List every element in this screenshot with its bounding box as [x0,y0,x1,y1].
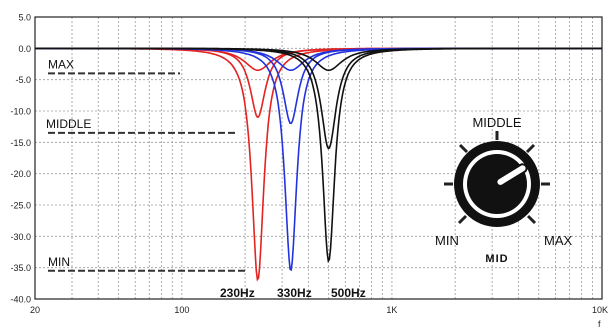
level-label: MIN [48,255,70,269]
series-line [35,47,602,264]
mid-knob[interactable]: MIDDLE MIN MAX MID [435,115,573,265]
x-tick-label: 20 [30,305,40,315]
plot-frame [34,16,603,300]
frequency-label: 230Hz [220,286,255,300]
frequency-label: 330Hz [277,286,312,300]
y-tick-label: -10.0 [10,107,31,117]
x-tick-label: 1K [386,305,397,315]
x-tick-label: 100 [174,305,189,315]
y-tick-label: -35.0 [10,263,31,273]
knob-label-right: MAX [544,233,573,248]
knob-label-center: MID [485,253,508,265]
level-annotations: MAX MIDDLE MIN [46,57,248,272]
y-tick-label: -20.0 [10,169,31,179]
x-tick-label: 10K [592,305,608,315]
y-tick-label: 0.0 [18,44,31,54]
y-tick-label: -5.0 [15,75,31,85]
y-tick-label: -15.0 [10,138,31,148]
y-tick-label: 5.0 [18,13,31,23]
x-axis-unit: f [598,319,601,329]
y-tick-labels: 5.0 0.0 -5.0 -10.0 -15.0 -20.0 -25.0 -30.0 -35.0… [10,13,31,305]
knob-tick-lower-left [457,214,468,225]
level-label: MAX [48,57,74,71]
x-tick-labels: 20 100 1K 10K [30,305,608,315]
knob-tick-upper-left [458,143,469,154]
level-label: MIDDLE [46,117,91,131]
knob-label-top: MIDDLE [472,115,521,130]
y-tick-label: -30.0 [10,232,31,242]
series-group [35,47,602,282]
knob-label-left: MIN [435,233,459,248]
knob-tick-upper-right [525,143,536,154]
frequency-labels: 230Hz 330Hz 500Hz [220,286,366,300]
y-tick-label: -25.0 [10,201,31,211]
knob-tick-lower-right [526,214,537,225]
y-tick-label: -40.0 [10,295,31,305]
knob-pointer [497,165,526,185]
frequency-label: 500Hz [331,286,366,300]
